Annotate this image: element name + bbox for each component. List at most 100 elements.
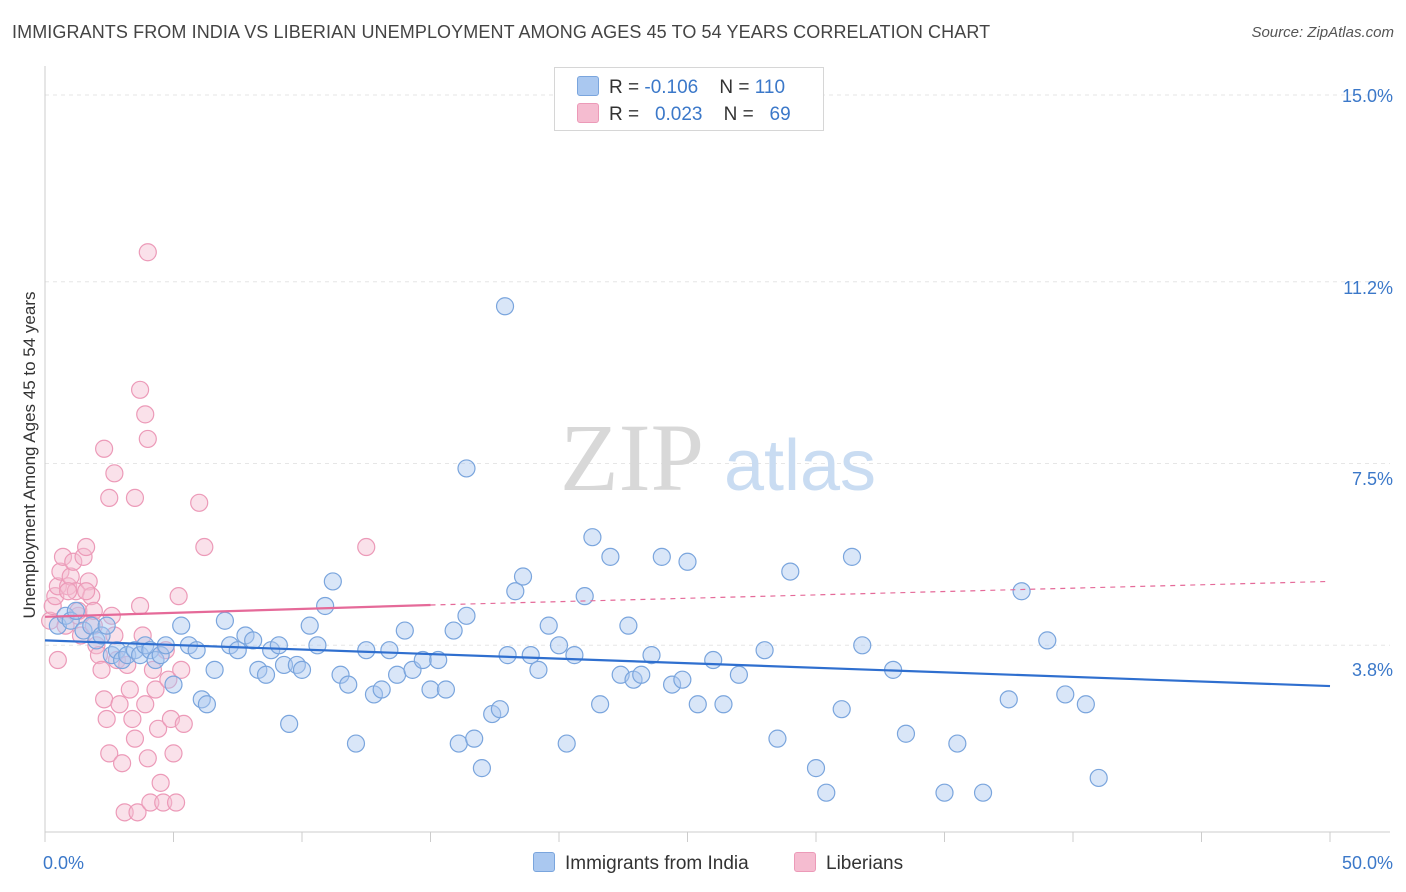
india-point [413, 650, 432, 670]
india-swatch [577, 76, 599, 96]
axes [44, 66, 1390, 842]
india-point [806, 759, 826, 778]
liberia-legend-label: Liberians [826, 853, 904, 874]
india-point [228, 641, 247, 660]
liberia-point [59, 582, 78, 601]
india-point [935, 783, 954, 802]
liberia-point [64, 552, 83, 571]
india-point [768, 729, 787, 748]
india-point [506, 582, 525, 601]
india-point [521, 646, 540, 665]
india-point [256, 665, 276, 684]
india-point [151, 646, 170, 665]
india-point [465, 729, 484, 748]
india-point [292, 660, 312, 679]
india-point [642, 646, 661, 665]
liberia-point [164, 744, 183, 763]
liberia-point [138, 429, 157, 449]
y-tick-label: 7.5% [1351, 469, 1393, 489]
liberia-point [125, 729, 145, 748]
india-point [999, 690, 1018, 709]
india-point [357, 641, 376, 660]
india-point [472, 759, 491, 778]
india-point [197, 695, 217, 714]
india-point [87, 631, 106, 650]
liberia-point [48, 650, 67, 670]
india-point [102, 646, 121, 665]
liberia-point [89, 646, 109, 665]
india-point [457, 459, 476, 478]
india-point [853, 636, 872, 655]
india-point [429, 650, 448, 670]
bottom-legend-india[interactable]: Immigrants from India [533, 852, 749, 875]
india-point [274, 655, 294, 675]
india-point [215, 611, 234, 630]
legend-row-liberia: R = 0.023 N = 69 [577, 103, 791, 126]
india-point [704, 650, 723, 670]
india-point [678, 552, 697, 571]
bottom-legend-liberia[interactable]: Liberians [794, 852, 903, 875]
india-point [539, 616, 558, 635]
liberia-r-value: 0.023 [654, 104, 703, 125]
india-point [1056, 685, 1075, 704]
liberia-point [146, 680, 165, 699]
liberia-point [166, 793, 186, 812]
india-point [583, 528, 602, 547]
y-tick-label: 15.0% [1341, 86, 1393, 106]
india-point [632, 665, 651, 684]
liberia-point [92, 660, 111, 679]
liberia-point [130, 596, 150, 616]
liberia-point [190, 493, 209, 512]
india-point [1038, 631, 1057, 650]
liberia-n-value: 69 [769, 104, 791, 125]
india-point [575, 587, 594, 606]
india-point [269, 636, 288, 655]
liberia-point [130, 380, 150, 399]
india-point [387, 665, 407, 684]
liberia-point [172, 660, 191, 679]
liberia-point [169, 587, 188, 606]
liberia-legend-swatch [794, 852, 816, 872]
liberia-point [84, 601, 103, 621]
india-legend-label: Immigrants from India [565, 853, 749, 874]
legend-row-india: R = -0.106 N = 110 [577, 76, 785, 99]
india-point [316, 596, 335, 616]
india-point [729, 665, 749, 684]
india-point [164, 675, 183, 694]
india-point [817, 783, 836, 802]
liberia-point [128, 803, 147, 822]
liberia-point [138, 243, 157, 262]
liberia-point [105, 626, 124, 645]
liberia-point [141, 793, 160, 812]
y-tick-label: 3.8% [1351, 660, 1393, 680]
trend-lines [44, 580, 1331, 688]
india-point [172, 616, 191, 635]
india-point [107, 641, 127, 660]
liberia-point [95, 690, 114, 709]
india-point [187, 641, 206, 660]
liberia-point [115, 803, 134, 822]
india-point [688, 695, 707, 714]
india-point [673, 670, 692, 689]
india-point [323, 572, 342, 591]
india-point [1012, 582, 1031, 601]
liberia-point [97, 709, 116, 729]
liberia-point [123, 709, 142, 729]
india-point [436, 680, 456, 699]
source-label: Source: ZipAtlas.com [1251, 24, 1394, 41]
india-point [498, 646, 517, 665]
india-point [395, 621, 414, 640]
india-point [331, 665, 350, 684]
liberia-point [100, 744, 119, 763]
india-point [372, 680, 391, 699]
watermark-zip: ZIP [560, 404, 704, 511]
liberia-point [159, 670, 178, 689]
liberia-point [51, 562, 70, 581]
india-point [112, 650, 132, 670]
liberia-point [174, 714, 193, 734]
india-point [449, 734, 468, 753]
grid-lines [45, 94, 1390, 646]
india-point [300, 616, 319, 635]
india-point [842, 547, 862, 566]
india-point [380, 641, 399, 660]
